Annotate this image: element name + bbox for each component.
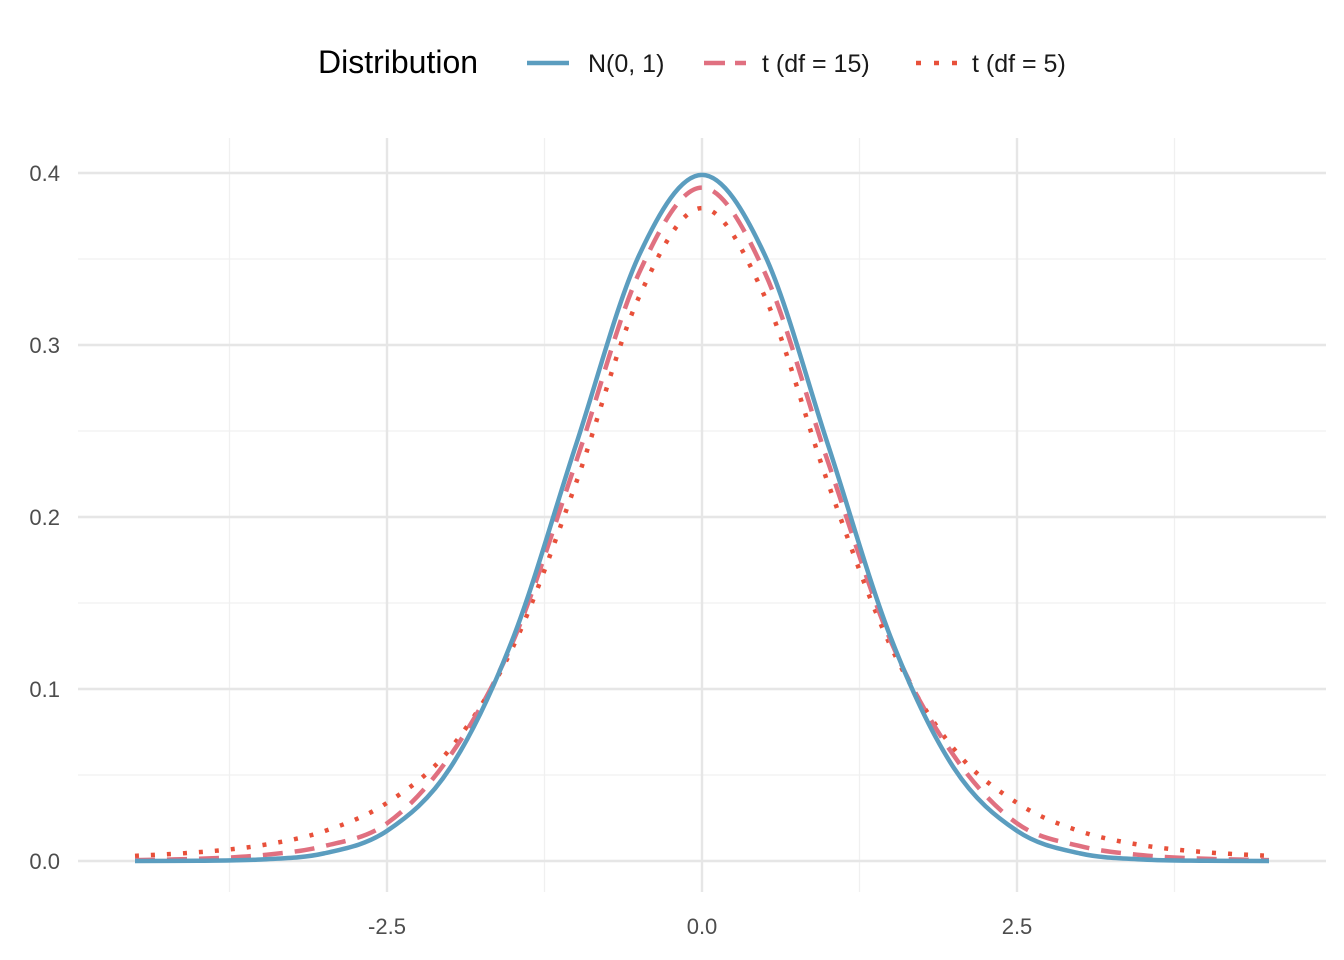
legend-label-1: t (df = 15) <box>762 50 870 78</box>
series-lines <box>134 172 1270 864</box>
x-tick-label: 2.5 <box>1002 914 1033 939</box>
series-line-1 <box>134 185 1270 863</box>
y-tick-label: 0.4 <box>29 161 60 186</box>
y-tick-label: 0.0 <box>29 849 60 874</box>
legend: Distribution N(0, 1) t (df = 15) t (df = 5… <box>318 44 1066 80</box>
y-tick-label: 0.2 <box>29 505 60 530</box>
x-axis-tick-labels: -2.5 0.0 2.5 <box>368 914 1032 939</box>
legend-label-0: N(0, 1) <box>588 50 664 78</box>
legend-title: Distribution <box>318 44 478 80</box>
x-tick-label: 0.0 <box>687 914 718 939</box>
y-axis-tick-labels: 0.0 0.1 0.2 0.3 0.4 <box>29 161 60 874</box>
y-tick-label: 0.3 <box>29 333 60 358</box>
legend-items: N(0, 1) t (df = 15) t (df = 5) <box>527 50 1066 78</box>
y-tick-label: 0.1 <box>29 677 60 702</box>
legend-label-2: t (df = 5) <box>972 50 1066 78</box>
series-line-0 <box>134 172 1270 864</box>
x-tick-label: -2.5 <box>368 914 406 939</box>
major-gridlines <box>78 138 1326 892</box>
